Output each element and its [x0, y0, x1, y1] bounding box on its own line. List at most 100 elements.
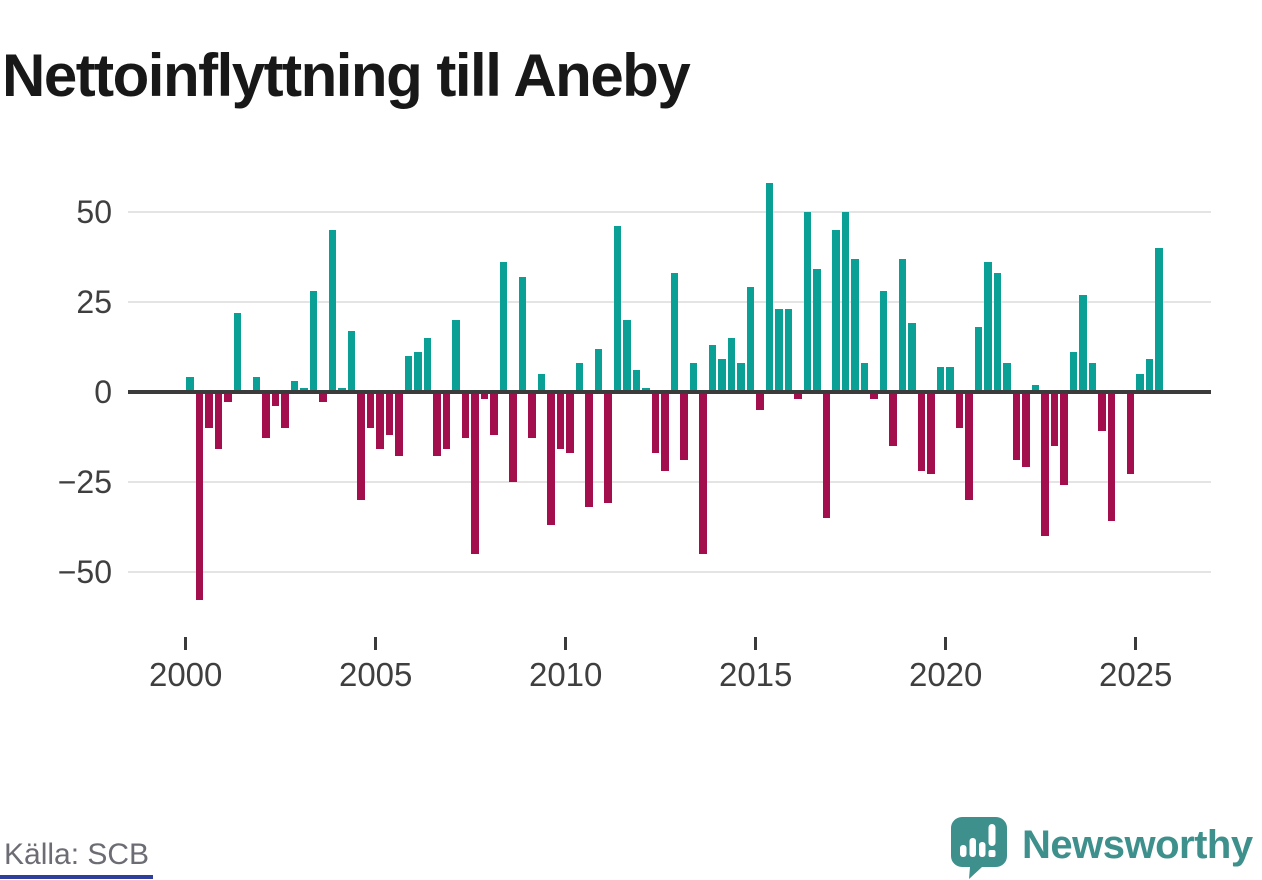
- bar-2021-q2: [993, 272, 1001, 392]
- bar-2020-q2: [955, 391, 963, 428]
- bar-2019-q2: [917, 391, 925, 471]
- bar-2004-q2: [347, 330, 355, 392]
- bar-2008-q2: [499, 262, 507, 392]
- x-axis-tick-2025: [1134, 637, 1138, 650]
- bar-2009-q2: [537, 373, 545, 392]
- x-axis-tick-2015: [754, 637, 758, 650]
- x-axis-tick-2000: [184, 637, 188, 650]
- bar-2002-q4: [290, 380, 298, 392]
- bar-2000-q4: [214, 391, 222, 450]
- bar-2012-q4: [670, 272, 678, 392]
- bar-2022-q1: [1022, 391, 1030, 468]
- bar-2012-q3: [661, 391, 669, 471]
- bar-2013-q1: [680, 391, 688, 461]
- bar-2008-q4: [518, 276, 526, 392]
- bar-2013-q4: [708, 344, 716, 392]
- bar-2023-q4: [1088, 362, 1096, 392]
- bar-2018-q4: [898, 258, 906, 392]
- bar-2000-q1: [186, 377, 194, 392]
- gridline-y-50: [128, 210, 1211, 213]
- x-axis-zero-line: [128, 389, 1211, 394]
- x-axis-tick-2010: [564, 637, 568, 650]
- logo-bar-2: [969, 838, 976, 857]
- source-text: Källa: SCB: [4, 838, 150, 871]
- bar-2016-q4: [822, 391, 830, 518]
- bar-2010-q3: [585, 391, 593, 507]
- bar-2007-q1: [452, 319, 460, 392]
- bar-2001-q1: [224, 391, 232, 403]
- bar-2024-q4: [1126, 391, 1134, 475]
- bar-2016-q1: [794, 391, 802, 399]
- logo-exclamation-dot: [988, 850, 996, 857]
- logo-bar-3: [979, 842, 986, 857]
- x-axis-label-2020: 2020: [908, 656, 983, 693]
- bar-2006-q2: [423, 337, 431, 392]
- bar-2012-q2: [651, 391, 659, 453]
- bar-2015-q3: [775, 308, 783, 392]
- x-axis-tick-2020: [944, 637, 948, 650]
- bar-2016-q2: [803, 211, 811, 392]
- bar-2006-q1: [414, 352, 422, 392]
- bar-2016-q3: [813, 269, 821, 392]
- bar-2006-q4: [442, 391, 450, 450]
- logo-exclamation-stem: [988, 824, 996, 846]
- bar-2024-q2: [1107, 391, 1115, 522]
- bar-2006-q3: [433, 391, 441, 457]
- bar-2005-q4: [404, 355, 412, 392]
- gridline-y--50: [128, 570, 1211, 573]
- bar-2021-q1: [984, 262, 992, 392]
- bar-2001-q2: [233, 312, 241, 392]
- y-axis-label--50: −50: [57, 553, 112, 590]
- bar-2025-q3: [1155, 247, 1163, 392]
- logo-bar-1: [960, 845, 967, 857]
- bar-2003-q2: [309, 290, 317, 392]
- bar-2019-q1: [908, 323, 916, 392]
- bar-2015-q4: [784, 308, 792, 392]
- bar-2003-q4: [328, 229, 336, 392]
- bar-2011-q2: [613, 226, 621, 392]
- bar-2015-q2: [765, 182, 773, 392]
- bar-2024-q1: [1098, 391, 1106, 432]
- bar-2000-q3: [205, 391, 213, 428]
- page-title: Nettoinflyttning till Aneby: [2, 42, 691, 110]
- y-axis-label-0: 0: [94, 373, 112, 410]
- bar-2000-q2: [195, 391, 203, 601]
- bar-2008-q1: [490, 391, 498, 435]
- bar-2021-q4: [1012, 391, 1020, 461]
- bar-2009-q4: [556, 391, 564, 450]
- bar-2020-q1: [946, 366, 954, 392]
- bar-2023-q1: [1060, 391, 1068, 486]
- bar-2018-q2: [879, 290, 887, 392]
- bar-2019-q3: [927, 391, 935, 475]
- bottom-accent-bar: [0, 875, 153, 879]
- bar-2020-q3: [965, 391, 973, 500]
- y-axis-label-50: 50: [76, 193, 112, 230]
- x-axis-label-2005: 2005: [338, 656, 413, 693]
- bar-2005-q1: [376, 391, 384, 450]
- bar-2020-q4: [974, 326, 982, 392]
- bar-2007-q3: [471, 391, 479, 554]
- bar-2021-q3: [1003, 362, 1011, 392]
- bar-2002-q1: [262, 391, 270, 439]
- bar-2005-q3: [395, 391, 403, 457]
- bar-2025-q1: [1136, 373, 1144, 392]
- bar-2022-q3: [1041, 391, 1049, 536]
- bar-2022-q2: [1031, 384, 1039, 392]
- bar-2009-q3: [547, 391, 555, 525]
- bar-2004-q4: [366, 391, 374, 428]
- bar-2011-q4: [632, 370, 640, 392]
- bar-2015-q1: [756, 391, 764, 410]
- bar-2014-q1: [718, 359, 726, 392]
- bar-2005-q2: [385, 391, 393, 435]
- bar-2011-q3: [623, 319, 631, 392]
- x-axis-label-2010: 2010: [528, 656, 603, 693]
- bar-2007-q2: [461, 391, 469, 439]
- bar-2001-q4: [252, 377, 260, 392]
- bar-2017-q3: [851, 258, 859, 392]
- bar-2002-q2: [271, 391, 279, 407]
- bar-2017-q1: [832, 229, 840, 392]
- x-axis-label-2025: 2025: [1098, 656, 1173, 693]
- bar-2023-q3: [1079, 294, 1087, 392]
- newsworthy-logo-icon: [951, 817, 1007, 879]
